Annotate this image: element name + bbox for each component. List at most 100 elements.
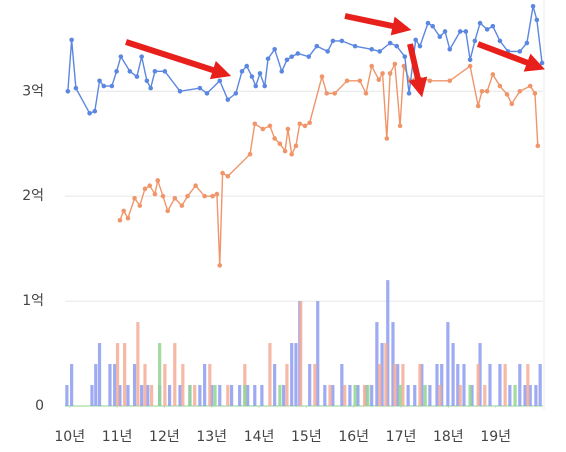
price-point (387, 71, 393, 76)
volume-bar (528, 385, 532, 406)
price-point (297, 121, 303, 127)
volume-bar (418, 364, 422, 406)
price-point (121, 208, 126, 214)
price-point (160, 193, 166, 199)
price-point (339, 38, 345, 44)
volume-bar (476, 364, 480, 406)
price-point (295, 51, 301, 56)
price-point (179, 203, 185, 208)
volume-bar (203, 364, 207, 406)
price-point (282, 148, 288, 154)
volume-bar (243, 364, 247, 406)
price-line (67, 6, 543, 115)
y-tick-label: 0 (35, 398, 44, 414)
price-point (265, 56, 271, 62)
volume-bar (380, 343, 384, 406)
price-point (147, 183, 153, 188)
volume-bar (378, 364, 382, 406)
volume-bar (108, 364, 112, 406)
volume-bar (370, 385, 374, 406)
price-point (463, 29, 469, 34)
price-point (319, 74, 325, 79)
price-point (217, 78, 223, 84)
price-point (101, 83, 107, 89)
volume-bar (97, 343, 102, 406)
price-point (427, 78, 433, 84)
volume-bar (294, 343, 298, 406)
arrow (476, 41, 545, 72)
volume-bar (534, 385, 538, 406)
volume-bar (268, 343, 272, 406)
price-point (284, 57, 290, 63)
volume-bar (94, 364, 98, 406)
volume-bar (538, 364, 542, 406)
volume-bar (384, 343, 388, 406)
volume-bar (140, 385, 144, 406)
price-point (257, 71, 263, 76)
price-point (152, 69, 158, 74)
price-point (204, 91, 210, 96)
price-point (252, 121, 258, 127)
price-point (475, 103, 481, 109)
volume-bar (246, 385, 250, 406)
volume-bar (113, 364, 117, 406)
price-point (534, 17, 540, 23)
volume-bar (456, 364, 460, 406)
x-tick-label: 14년 (244, 429, 275, 445)
price-point (401, 63, 407, 69)
price-point (490, 72, 496, 77)
volume-bar (208, 364, 212, 406)
volume-bar (136, 322, 140, 406)
volume-bar (478, 343, 482, 406)
volume-bar (313, 364, 317, 406)
price-point (289, 54, 294, 59)
volume-bar (167, 385, 172, 406)
price-point (293, 143, 299, 149)
price-point (185, 193, 190, 199)
price-point (225, 173, 231, 179)
price-point (306, 54, 312, 59)
price-point (289, 151, 294, 157)
y-tick-label: 2억 (22, 188, 44, 204)
price-point (532, 91, 538, 96)
price-point (425, 20, 431, 26)
volume-bar (438, 385, 442, 406)
volume-bar (523, 385, 527, 406)
price-point (397, 123, 403, 129)
price-point (442, 29, 448, 34)
price-point (244, 63, 250, 69)
volume-bar (413, 385, 417, 406)
price-point (132, 195, 137, 201)
volume-bar (278, 385, 282, 406)
price-point (324, 91, 330, 96)
volume-bar (503, 364, 507, 406)
price-point (406, 91, 412, 96)
volume-bar (181, 364, 185, 406)
volume-bar (163, 364, 167, 406)
volume-bar (331, 385, 335, 406)
plot-area: 0 1억 2억 3억 10년 11년 12년 13년 14년 15년 16년 17년 18년 19년 (22, 0, 545, 445)
price-point (277, 141, 283, 147)
price-point (524, 40, 530, 46)
volume-bar (375, 322, 379, 406)
arrow (344, 13, 412, 36)
price-point (369, 47, 374, 52)
price-point (413, 37, 418, 43)
price-point (202, 193, 207, 199)
volume-bar (462, 364, 466, 406)
price-point (220, 170, 225, 176)
volume-bar (188, 385, 192, 406)
volume-bar (282, 385, 286, 406)
price-point (467, 63, 473, 69)
x-tick-label: 15년 (291, 429, 322, 445)
volume-bar (328, 385, 332, 406)
price-point (97, 78, 102, 84)
y-tick-label: 1억 (22, 293, 44, 309)
price-point (177, 88, 183, 94)
price-point (69, 37, 74, 43)
volume-bar (440, 364, 444, 406)
price-point (430, 23, 436, 29)
price-point (437, 34, 443, 40)
y-tick-label: 3억 (22, 83, 44, 99)
